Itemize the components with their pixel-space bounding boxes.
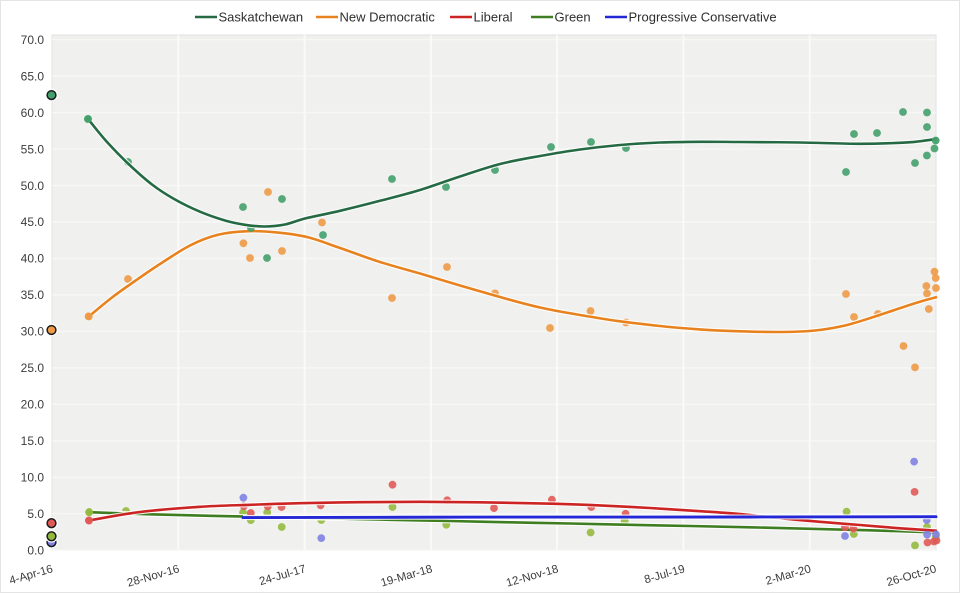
svg-text:Saskatchewan: Saskatchewan <box>219 10 304 25</box>
svg-text:60.0: 60.0 <box>21 106 45 120</box>
svg-text:Liberal: Liberal <box>474 10 513 25</box>
svg-text:35.0: 35.0 <box>21 288 45 302</box>
svg-text:25.0: 25.0 <box>21 361 45 375</box>
svg-text:20.0: 20.0 <box>21 398 45 412</box>
svg-text:30.0: 30.0 <box>21 325 45 339</box>
svg-text:5.0: 5.0 <box>27 507 44 521</box>
svg-text:15.0: 15.0 <box>21 434 45 448</box>
svg-text:Progressive Conservative: Progressive Conservative <box>629 10 777 25</box>
svg-text:55.0: 55.0 <box>21 142 45 156</box>
svg-text:40.0: 40.0 <box>21 252 45 266</box>
svg-text:65.0: 65.0 <box>21 69 45 83</box>
svg-text:70.0: 70.0 <box>21 33 45 47</box>
svg-text:50.0: 50.0 <box>21 179 45 193</box>
svg-text:45.0: 45.0 <box>21 215 45 229</box>
svg-text:0.0: 0.0 <box>27 543 44 557</box>
svg-text:New Democratic: New Democratic <box>340 10 436 25</box>
svg-text:10.0: 10.0 <box>21 471 45 485</box>
svg-text:Green: Green <box>555 10 591 25</box>
